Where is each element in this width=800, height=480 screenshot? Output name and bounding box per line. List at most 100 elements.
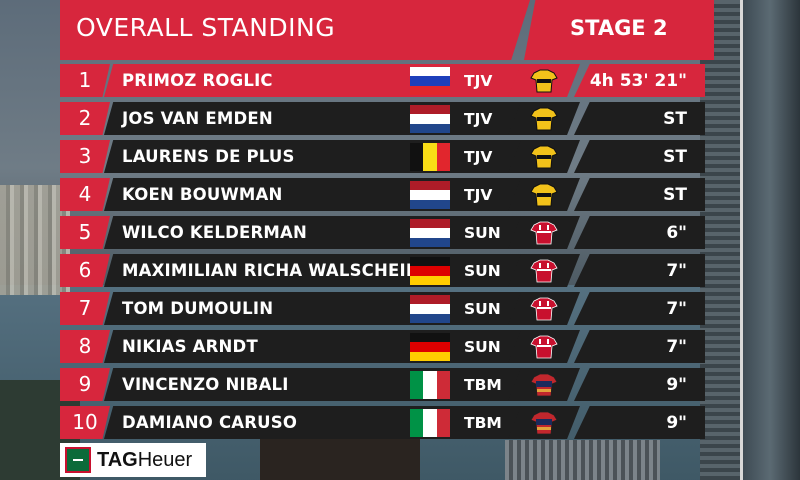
background-building: [260, 435, 420, 480]
italy-flag: [410, 409, 450, 437]
team-code: TJV: [464, 148, 493, 166]
rider-bar: [104, 330, 564, 363]
netherlands-flag: [410, 181, 450, 209]
netherlands-flag: [410, 295, 450, 323]
gap-box: [574, 140, 705, 173]
standings-row: 7 TOM DUMOULIN SUN 7": [60, 292, 705, 325]
rider-name: DAMIANO CARUSO: [122, 413, 298, 432]
rider-bar: [104, 102, 564, 135]
coastline-buildings: [0, 185, 70, 295]
belgium-flag: [410, 143, 450, 171]
time-gap: ST: [663, 109, 687, 129]
position-number: 6: [60, 254, 110, 287]
stage-box: [524, 0, 714, 60]
skyscraper: [740, 0, 800, 480]
gap-box: [574, 368, 705, 401]
gap-box: [574, 64, 705, 97]
position-number: 5: [60, 216, 110, 249]
position-number: 10: [60, 406, 110, 439]
bahrain-merida-jersey-icon: [530, 372, 558, 397]
position-number: 7: [60, 292, 110, 325]
standings-row: 4 KOEN BOUWMAN TJV ST: [60, 178, 705, 211]
team-code: SUN: [464, 262, 501, 280]
time-gap: 9": [666, 413, 687, 433]
sponsor-label: TAGHeuer: [97, 449, 193, 471]
standings-row: 2 JOS VAN EMDEN TJV ST: [60, 102, 705, 135]
sunweb-jersey-icon: [530, 296, 558, 321]
rider-name: KOEN BOUWMAN: [122, 185, 283, 204]
time-gap: ST: [663, 185, 687, 205]
rider-bar: [104, 292, 564, 325]
standings-row: 3 LAURENS DE PLUS TJV ST: [60, 140, 705, 173]
rider-bar: [104, 368, 564, 401]
sunweb-jersey-icon: [530, 334, 558, 359]
jumbo-visma-jersey-icon: [530, 144, 558, 169]
time-gap: 6": [666, 223, 687, 243]
team-code: SUN: [464, 338, 501, 356]
germany-flag: [410, 333, 450, 361]
slovenia-flag: [410, 67, 450, 95]
standings-header: [60, 0, 530, 60]
rider-name: MAXIMILIAN RICHA WALSCHEID: [122, 261, 420, 280]
time-gap: ST: [663, 147, 687, 167]
time-gap: 7": [666, 337, 687, 357]
sunweb-jersey-icon: [530, 258, 558, 283]
rider-name: TOM DUMOULIN: [122, 299, 274, 318]
gap-box: [574, 292, 705, 325]
rider-name: LAURENS DE PLUS: [122, 147, 295, 166]
gap-box: [574, 406, 705, 439]
time-gap: 7": [666, 261, 687, 281]
position-number: 3: [60, 140, 110, 173]
jumbo-visma-jersey-icon: [530, 106, 558, 131]
team-code: TJV: [464, 110, 493, 128]
gap-box: [574, 178, 705, 211]
rider-bar: [104, 140, 564, 173]
time-gap: 7": [666, 299, 687, 319]
rider-name: WILCO KELDERMAN: [122, 223, 307, 242]
bahrain-merida-jersey-icon: [530, 410, 558, 435]
team-code: SUN: [464, 300, 501, 318]
rider-bar: [104, 216, 564, 249]
position-number: 8: [60, 330, 110, 363]
gap-box: [574, 216, 705, 249]
team-code: TJV: [464, 72, 493, 90]
standings-row: 9 VINCENZO NIBALI TBM 9": [60, 368, 705, 401]
position-number: 1: [60, 64, 110, 97]
rider-name: VINCENZO NIBALI: [122, 375, 289, 394]
position-number: 4: [60, 178, 110, 211]
italy-flag: [410, 371, 450, 399]
position-number: 2: [60, 102, 110, 135]
jumbo-visma-jersey-icon: [530, 68, 558, 93]
standings-row: 6 MAXIMILIAN RICHA WALSCHEID SUN 7": [60, 254, 705, 287]
rider-name: JOS VAN EMDEN: [122, 109, 273, 128]
skyscraper: [700, 0, 740, 480]
germany-flag: [410, 257, 450, 285]
standings-row: 8 NIKIAS ARNDT SUN 7": [60, 330, 705, 363]
stage-label: STAGE 2: [570, 16, 668, 40]
time-gap: 4h 53' 21": [589, 71, 687, 91]
gap-box: [574, 254, 705, 287]
sunweb-jersey-icon: [530, 220, 558, 245]
netherlands-flag: [410, 219, 450, 247]
gap-box: [574, 330, 705, 363]
tag-heuer-shield-icon: [65, 447, 91, 473]
rider-name: NIKIAS ARNDT: [122, 337, 258, 356]
time-gap: 9": [666, 375, 687, 395]
jumbo-visma-jersey-icon: [530, 182, 558, 207]
netherlands-flag: [410, 105, 450, 133]
team-code: SUN: [464, 224, 501, 242]
rider-bar: [104, 178, 564, 211]
team-code: TJV: [464, 186, 493, 204]
team-code: TBM: [464, 414, 502, 432]
rider-bar: [104, 64, 564, 97]
team-code: TBM: [464, 376, 502, 394]
gap-box: [574, 102, 705, 135]
standings-row: 10 DAMIANO CARUSO TBM 9": [60, 406, 705, 439]
standings-title: OVERALL STANDING: [76, 13, 336, 42]
standings-row: 5 WILCO KELDERMAN SUN 6": [60, 216, 705, 249]
rider-bar: [104, 406, 564, 439]
rider-bar: [104, 254, 564, 287]
pole: [740, 0, 743, 480]
rider-name: PRIMOZ ROGLIC: [122, 71, 273, 90]
background-building: [505, 440, 660, 480]
